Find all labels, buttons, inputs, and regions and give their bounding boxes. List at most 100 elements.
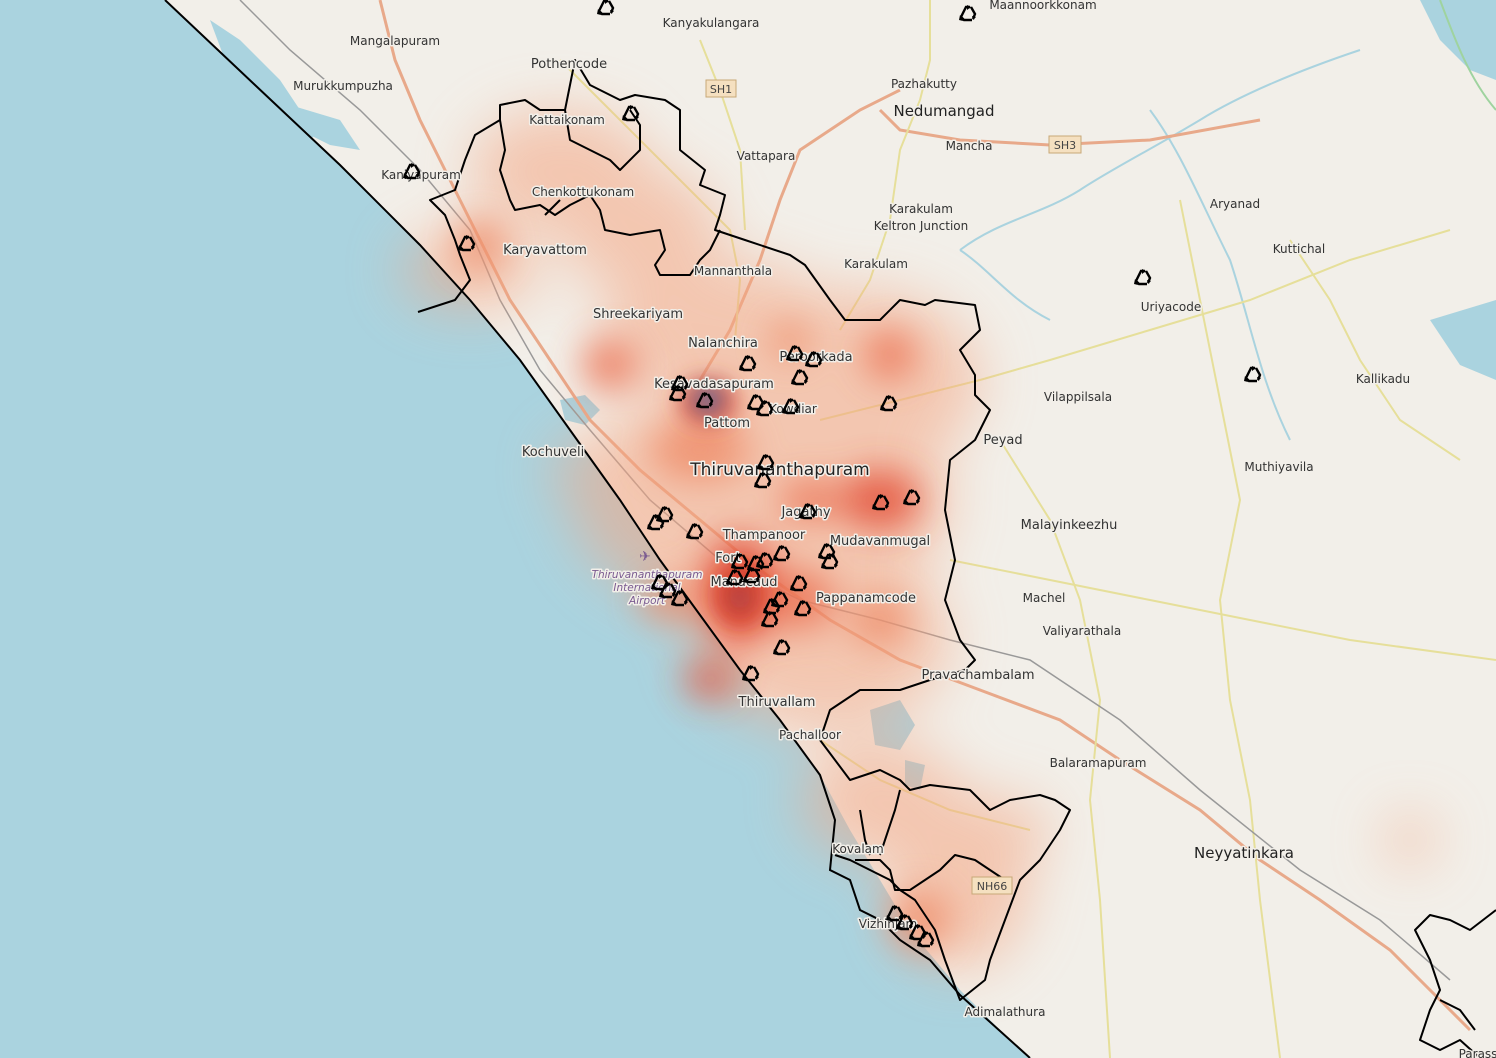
road-shields: SH1 SH3 NH66 bbox=[705, 79, 1082, 895]
recycle-icon[interactable] bbox=[597, 0, 615, 16]
shield-sh1-label: SH1 bbox=[710, 83, 732, 96]
place-label: Maannoorkkonam bbox=[989, 0, 1096, 12]
place-label: Vattapara bbox=[737, 149, 796, 163]
ward-boundaries bbox=[417, 59, 1496, 1058]
place-label: Karyavattom bbox=[503, 243, 587, 258]
recycle-icon[interactable] bbox=[743, 567, 761, 584]
place-label: Mancha bbox=[946, 139, 993, 153]
place-label: Thiruvallam bbox=[738, 695, 816, 710]
recycle-icon[interactable] bbox=[726, 569, 744, 586]
recycle-icon[interactable] bbox=[731, 553, 749, 570]
place-label: Thampanoor bbox=[722, 528, 806, 543]
coastline-boundary bbox=[164, 0, 1031, 1058]
recycle-icon[interactable] bbox=[739, 355, 757, 372]
heatmap-layer bbox=[400, 110, 1435, 970]
recycle-icon[interactable] bbox=[917, 931, 935, 948]
recycle-icon[interactable] bbox=[622, 105, 640, 122]
recycle-icon[interactable] bbox=[647, 514, 665, 531]
place-label: Pravachambalam bbox=[921, 668, 1034, 683]
place-label: Mangalapuram bbox=[350, 34, 440, 48]
place-label: Kattaikonam bbox=[529, 113, 605, 127]
place-label: Pothencode bbox=[531, 57, 607, 72]
shield-sh3: SH3 bbox=[1048, 135, 1082, 154]
place-labels: Kanyakulangara Maannoorkkonam Mangalapur… bbox=[292, 0, 1496, 1058]
place-label: Malayinkeezhu bbox=[1021, 518, 1118, 533]
place-label: Nedumangad bbox=[893, 102, 994, 120]
recycle-icon[interactable] bbox=[761, 611, 779, 628]
recycle-icon[interactable] bbox=[458, 235, 476, 252]
place-label: Kowdiar bbox=[769, 402, 817, 416]
sea bbox=[0, 0, 1030, 1058]
place-label: Keltron Junction bbox=[874, 219, 968, 233]
recycle-icon[interactable] bbox=[872, 494, 890, 511]
recycle-icon[interactable] bbox=[821, 553, 839, 570]
place-label: Kovalam bbox=[832, 842, 883, 856]
place-label: Neyyatinkara bbox=[1194, 844, 1294, 862]
recycle-icon[interactable] bbox=[671, 590, 689, 607]
place-label: Pappanamcode bbox=[816, 591, 916, 606]
place-label: Machel bbox=[1023, 591, 1066, 605]
recycle-icon[interactable] bbox=[754, 472, 772, 489]
place-label: Vilappilsala bbox=[1044, 390, 1112, 404]
place-label: Kochuveli bbox=[522, 445, 584, 460]
place-label: Peyad bbox=[983, 433, 1022, 448]
recycle-icon[interactable] bbox=[799, 503, 817, 520]
recycle-icon[interactable] bbox=[659, 582, 677, 599]
recycle-icon[interactable] bbox=[782, 398, 800, 415]
place-label: Muthiyavila bbox=[1244, 460, 1313, 474]
recycle-icon[interactable] bbox=[686, 523, 704, 540]
place-label: Shreekariyam bbox=[593, 307, 683, 322]
recycle-icon[interactable] bbox=[669, 385, 687, 402]
recycle-icon[interactable] bbox=[771, 591, 789, 608]
place-label: Kallikadu bbox=[1356, 372, 1410, 386]
place-label: Karakulam bbox=[889, 202, 953, 216]
recycle-icon[interactable] bbox=[786, 345, 804, 362]
recycle-icon[interactable] bbox=[794, 600, 812, 617]
place-label: Parass bbox=[1459, 1047, 1496, 1058]
recycle-icon[interactable] bbox=[959, 5, 977, 22]
place-label: Kaniyapuram bbox=[381, 168, 461, 182]
airport-label-line3: Airport bbox=[628, 595, 666, 607]
place-label: Mannanthala bbox=[694, 264, 772, 278]
recycle-icon[interactable] bbox=[903, 489, 921, 506]
shield-nh66-label: NH66 bbox=[977, 880, 1008, 893]
recycle-icon[interactable] bbox=[403, 163, 421, 180]
shield-nh66: NH66 bbox=[971, 876, 1013, 895]
recycle-icon[interactable] bbox=[773, 545, 791, 562]
place-label-city: Thiruvananthapuram bbox=[689, 460, 869, 480]
recycle-icon[interactable] bbox=[757, 454, 775, 471]
recycle-icon[interactable] bbox=[880, 395, 898, 412]
recycle-icon[interactable] bbox=[773, 639, 791, 656]
recycle-icon[interactable] bbox=[805, 351, 823, 368]
recycle-icon[interactable] bbox=[886, 905, 904, 922]
recycle-icon[interactable] bbox=[790, 575, 808, 592]
place-label: Valiyarathala bbox=[1043, 624, 1121, 638]
place-label: Murukkumpuzha bbox=[293, 79, 393, 93]
place-label: Pachalloor bbox=[779, 728, 841, 742]
shield-sh3-label: SH3 bbox=[1054, 139, 1076, 152]
place-label: Aryanad bbox=[1210, 197, 1260, 211]
place-label: Mudavanmugal bbox=[830, 534, 930, 549]
place-label: Chenkottukonam bbox=[532, 185, 634, 199]
recycle-icon[interactable] bbox=[896, 914, 914, 931]
recycle-markers[interactable] bbox=[403, 0, 1262, 948]
place-label: Pattom bbox=[704, 416, 750, 431]
place-label: Manacaud bbox=[711, 575, 778, 590]
place-label: Uriyacode bbox=[1141, 300, 1201, 314]
airport-label-line1: Thiruvananthapuram bbox=[592, 569, 703, 581]
place-label: Nalanchira bbox=[688, 336, 758, 351]
place-label: Kuttichal bbox=[1273, 242, 1326, 256]
recycle-icon[interactable] bbox=[791, 369, 809, 386]
place-label: Kanyakulangara bbox=[663, 16, 760, 30]
place-label: Adimalathura bbox=[965, 1005, 1046, 1019]
place-label: Karakulam bbox=[844, 257, 908, 271]
recycle-icon[interactable] bbox=[1244, 366, 1262, 383]
airport-icon: ✈ bbox=[639, 549, 651, 565]
recycle-icon[interactable] bbox=[742, 665, 760, 682]
recycle-icon[interactable] bbox=[1134, 269, 1152, 286]
recycle-icon[interactable] bbox=[756, 400, 774, 417]
recycle-icon[interactable] bbox=[696, 392, 714, 409]
place-label: Jagathy bbox=[780, 505, 830, 520]
